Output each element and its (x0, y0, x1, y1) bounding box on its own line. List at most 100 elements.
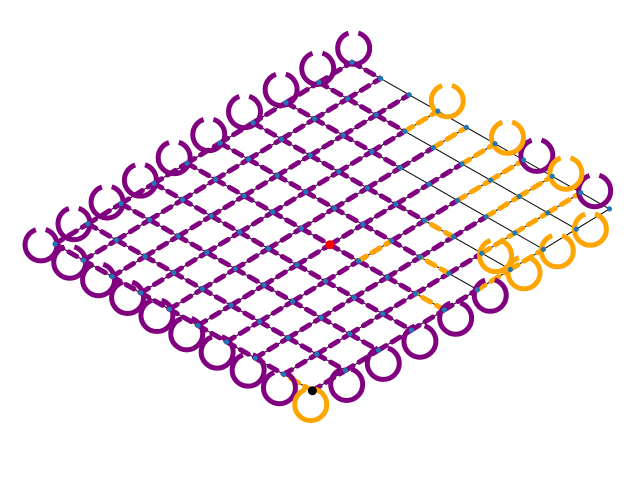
grid-node (303, 189, 309, 195)
grid-node (380, 311, 386, 317)
grid-edge (518, 196, 549, 214)
purple-path-segment (257, 319, 291, 341)
purple-path-segment (151, 180, 186, 203)
purple-path-segment (422, 197, 461, 224)
grid-node (246, 156, 252, 162)
grid-node (573, 226, 580, 232)
purple-path-segment (413, 270, 452, 297)
orange-self-loop (505, 254, 543, 292)
purple-path-segment (336, 149, 375, 175)
purple-self-loop (51, 243, 89, 281)
purple-path-segment (180, 177, 219, 203)
grid-node (171, 270, 177, 276)
orange-path-segment (474, 267, 513, 293)
purple-path-segment (246, 156, 280, 179)
grid-node (422, 218, 428, 224)
purple-path-segment (147, 217, 181, 239)
purple-path-segment (340, 112, 379, 138)
orange-path-segment (507, 246, 546, 272)
purple-self-loop (225, 93, 263, 131)
grid-node (166, 306, 172, 312)
purple-path-segment (270, 189, 309, 215)
grid-node (224, 339, 230, 345)
grid-node (521, 157, 527, 163)
purple-path-segment (171, 270, 205, 292)
purple-path-segment (373, 92, 412, 118)
grid-node (378, 75, 384, 82)
purple-path-layer (52, 59, 489, 394)
grid-node (237, 229, 243, 235)
purple-path-segment (274, 152, 313, 179)
grid-node (151, 180, 157, 186)
purple-path-segment (450, 214, 489, 240)
purple-path-segment (347, 331, 381, 353)
purple-path-segment (312, 116, 346, 138)
grid-node (279, 136, 285, 142)
grid-node (270, 209, 276, 215)
purple-path-segment (237, 209, 276, 235)
purple-path-segment (285, 335, 320, 357)
orange-path-segment (459, 141, 498, 167)
orange-path-segment (545, 190, 584, 216)
grid-node (426, 181, 432, 187)
purple-path-segment (340, 132, 375, 154)
grid-edge (514, 232, 544, 250)
grid-node (606, 206, 613, 212)
purple-path-segment (384, 254, 423, 280)
purple-path-segment (184, 160, 219, 182)
purple-path-segment (307, 132, 346, 158)
grid-node (417, 254, 423, 260)
grid-node (312, 116, 318, 122)
grid-node (265, 246, 271, 252)
purple-path-segment (318, 295, 357, 321)
grid-edge (452, 236, 483, 254)
purple-self-loop (109, 278, 147, 316)
grid-node (290, 298, 296, 304)
grid-node (274, 173, 280, 179)
orange-path-segment (483, 194, 522, 220)
grid-node (488, 177, 494, 183)
purple-path-segment (327, 222, 366, 248)
orange-path-segment (430, 124, 469, 151)
grid-edge (490, 179, 520, 197)
orange-path-layer (281, 108, 584, 394)
purple-path-segment (380, 311, 414, 333)
self-loop-layer (22, 29, 614, 424)
grid-node (340, 132, 346, 138)
grid-node (373, 112, 379, 118)
purple-path-segment (369, 149, 403, 171)
grid-node (323, 278, 329, 284)
purple-path-segment (312, 96, 351, 122)
grid-node (430, 145, 436, 151)
grid-node (516, 193, 522, 200)
orange-path-segment (488, 157, 527, 183)
grid-node (109, 274, 115, 280)
purple-path-segment (360, 222, 395, 244)
purple-path-segment (446, 250, 485, 276)
grid-edge (543, 228, 577, 250)
grid-node (336, 169, 342, 175)
grid-node (342, 367, 348, 374)
purple-path-segment (217, 140, 252, 162)
purple-path-segment (114, 237, 148, 259)
grid-node (483, 214, 489, 220)
grid-node (459, 161, 465, 167)
purple-self-loop (518, 136, 556, 174)
purple-path-segment (369, 128, 408, 154)
purple-path-segment (397, 145, 436, 171)
grid-edge (448, 272, 478, 291)
grid-node (375, 347, 381, 353)
grid-node (549, 173, 555, 179)
grid-node (250, 120, 256, 126)
orange-self-loop (488, 118, 526, 156)
grid-node (413, 291, 419, 297)
orange-self-loop (428, 82, 466, 120)
grid-edge (457, 199, 487, 218)
purple-path-segment (52, 221, 91, 247)
grid-edge (404, 130, 434, 149)
orange-path-segment (356, 238, 395, 264)
purple-path-segment (274, 173, 309, 195)
purple-path-segment (250, 120, 285, 142)
purple-path-segment (228, 282, 267, 308)
purple-path-segment (356, 258, 390, 280)
